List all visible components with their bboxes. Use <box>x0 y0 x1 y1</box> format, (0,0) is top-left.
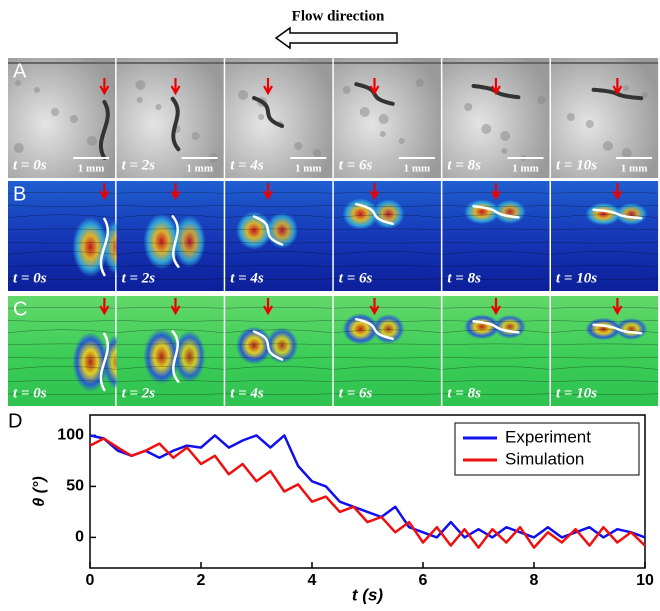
debris <box>14 143 24 153</box>
time-label: t = 4s <box>230 270 264 286</box>
y-axis-label: θ (°) <box>31 476 48 506</box>
debris <box>481 124 491 134</box>
panel-label: C <box>13 298 27 320</box>
debris <box>343 86 351 94</box>
debris <box>501 148 507 154</box>
debris <box>500 131 510 141</box>
time-label: t = 4s <box>230 385 264 401</box>
debris <box>380 131 386 137</box>
channel-wall <box>117 62 224 64</box>
debris <box>238 90 248 100</box>
time-label: t = 8s <box>447 385 481 401</box>
time-label: t = 8s <box>447 270 481 286</box>
vorticity-blob <box>494 200 526 224</box>
legend-entry: Experiment <box>505 427 591 446</box>
debris <box>379 114 389 124</box>
figure: Flow direction t = 0s 1 mm t = 2s 1 mm t = 4… <box>0 0 660 606</box>
time-label: t = 2s <box>122 270 156 286</box>
debris <box>416 79 424 87</box>
scale-label: 1 mm <box>295 163 322 175</box>
time-label: t = 6s <box>339 270 373 286</box>
debris <box>360 107 370 117</box>
debris <box>586 120 594 128</box>
debris <box>135 80 145 90</box>
vorticity-blob <box>494 315 526 339</box>
y-tick-label: 0 <box>75 529 84 546</box>
debris <box>294 142 302 150</box>
debris <box>622 148 632 158</box>
channel-wall <box>334 62 441 64</box>
time-label: t = 0s <box>13 270 47 286</box>
time-label: t = 2s <box>122 385 156 401</box>
panel-label: A <box>13 60 27 82</box>
x-tick-label: 8 <box>530 572 539 589</box>
time-label: t = 0s <box>13 157 47 173</box>
debris <box>603 141 613 151</box>
y-tick-label: 50 <box>66 478 84 495</box>
panel-label: D <box>8 410 22 432</box>
x-axis-label: t (s) <box>352 585 384 604</box>
time-label: t = 10s <box>556 270 597 286</box>
vorticity-blob <box>372 314 404 344</box>
vorticity-blob <box>174 216 206 268</box>
x-tick-label: 2 <box>197 572 206 589</box>
time-label: t = 6s <box>339 385 373 401</box>
channel-wall <box>442 62 549 64</box>
debris <box>70 115 78 123</box>
debris <box>567 113 575 121</box>
flow-direction-title: Flow direction <box>292 8 385 24</box>
debris <box>192 132 200 140</box>
time-label: t = 0s <box>13 385 47 401</box>
debris <box>51 108 59 116</box>
vorticity-blob <box>372 199 404 229</box>
x-tick-label: 6 <box>419 572 428 589</box>
flow-arrow <box>276 28 397 48</box>
debris <box>258 114 264 120</box>
debris <box>623 85 629 91</box>
x-tick-label: 0 <box>86 572 95 589</box>
channel-wall <box>551 62 658 64</box>
time-label: t = 4s <box>230 157 264 173</box>
channel-wall <box>225 62 332 64</box>
debris <box>87 136 97 146</box>
debris <box>464 103 472 111</box>
scale-label: 1 mm <box>621 163 648 175</box>
debris <box>137 97 143 103</box>
panel-label: B <box>13 183 26 205</box>
time-label: t = 8s <box>447 157 481 173</box>
panels: t = 0s 1 mm t = 2s 1 mm t = 4s 1 mm t = 6s 1 mm… <box>8 58 658 406</box>
y-tick-label: 100 <box>57 427 84 444</box>
time-label: t = 2s <box>122 157 156 173</box>
time-label: t = 10s <box>556 157 597 173</box>
legend-entry: Simulation <box>505 449 584 468</box>
scale-label: 1 mm <box>512 163 539 175</box>
debris <box>313 149 321 157</box>
vorticity-blob <box>174 331 206 383</box>
time-label: t = 6s <box>339 157 373 173</box>
scale-label: 1 mm <box>78 163 105 175</box>
debris <box>537 96 545 104</box>
debris <box>156 104 162 110</box>
debris <box>34 87 40 93</box>
scale-label: 1 mm <box>404 163 431 175</box>
x-tick-label: 4 <box>308 572 317 589</box>
x-tick-label: 10 <box>636 572 654 589</box>
debris <box>399 138 405 144</box>
scale-label: 1 mm <box>186 163 213 175</box>
time-label: t = 10s <box>556 385 597 401</box>
